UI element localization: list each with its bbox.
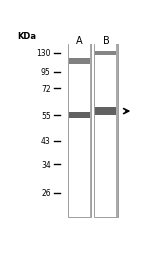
Bar (69, 45, 90, 217)
Bar (97, 45, 115, 217)
Text: 55: 55 (41, 111, 51, 120)
Text: B: B (103, 36, 109, 46)
Bar (96, 52, 116, 56)
Text: 95: 95 (41, 68, 51, 77)
Text: 130: 130 (36, 49, 51, 58)
Text: 34: 34 (41, 160, 51, 169)
Bar (69, 59, 90, 65)
Bar (94, 45, 118, 217)
Text: 72: 72 (41, 84, 51, 93)
Bar (68, 45, 91, 217)
Text: A: A (76, 36, 83, 46)
Bar (96, 108, 116, 116)
Bar (98, 45, 114, 217)
Bar (96, 45, 116, 217)
Text: 43: 43 (41, 136, 51, 146)
Text: 26: 26 (41, 188, 51, 197)
Bar (69, 112, 90, 119)
Bar (70, 45, 88, 217)
Text: KDa: KDa (17, 32, 36, 41)
Bar (71, 45, 87, 217)
